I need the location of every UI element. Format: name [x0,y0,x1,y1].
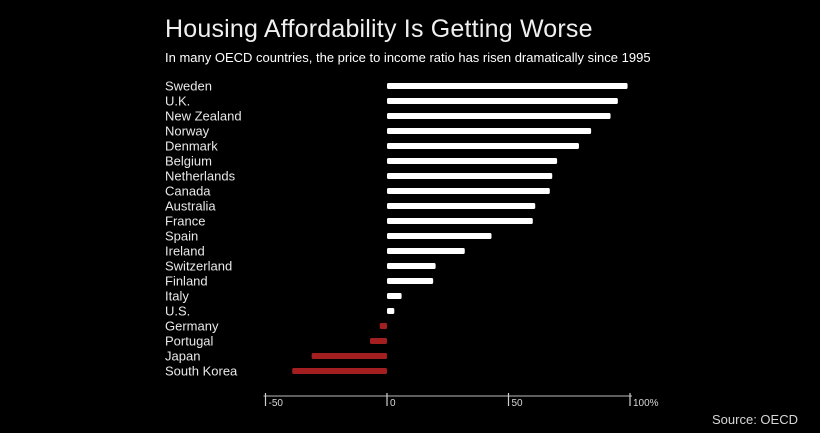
chart-subtitle: In many OECD countries, the price to inc… [165,50,651,65]
bar-u-k [387,98,618,104]
x-tick-label-50: 50 [512,398,524,409]
source-note: Source: OECD [712,412,798,427]
bar-netherlands [387,173,553,179]
category-label-australia: Australia [165,199,216,214]
bar-germany [379,323,387,329]
bar-finland [387,278,434,284]
category-label-belgium: Belgium [165,154,212,169]
bar-canada [387,188,550,194]
bar-italy [387,293,402,299]
category-label-italy: Italy [165,289,189,304]
category-label-denmark: Denmark [165,139,218,154]
category-label-finland: Finland [165,274,208,289]
bar-ireland [387,248,465,254]
category-label-japan: Japan [165,349,200,364]
category-label-ireland: Ireland [165,244,205,259]
x-tick-label-0: 0 [390,398,396,409]
category-label-portugal: Portugal [165,334,214,349]
bar-spain [387,233,492,239]
category-label-france: France [165,214,205,229]
category-label-u-s: U.S. [165,304,190,319]
bar-portugal [369,338,387,344]
bar-japan [311,353,387,359]
bar-south-korea [292,368,387,374]
x-tick-label-neg50: -50 [269,398,284,409]
bar-u-s [387,308,395,314]
bar-france [387,218,533,224]
bar-belgium [387,158,558,164]
chart-title: Housing Affordability Is Getting Worse [165,15,593,43]
category-label-germany: Germany [165,319,219,334]
category-label-canada: Canada [165,184,211,199]
category-label-u-k: U.K. [165,94,190,109]
category-label-sweden: Sweden [165,79,212,94]
category-label-norway: Norway [165,124,210,139]
category-label-south-korea: South Korea [165,364,238,379]
category-label-spain: Spain [165,229,198,244]
bar-sweden [387,83,628,89]
bar-denmark [387,143,579,149]
category-label-netherlands: Netherlands [165,169,236,184]
bar-norway [387,128,592,134]
bar-switzerland [387,263,436,269]
bar-australia [387,203,536,209]
category-label-switzerland: Switzerland [165,259,232,274]
bar-new-zealand [387,113,611,119]
category-label-new-zealand: New Zealand [165,109,242,124]
x-tick-label-100pct: 100% [633,398,659,409]
